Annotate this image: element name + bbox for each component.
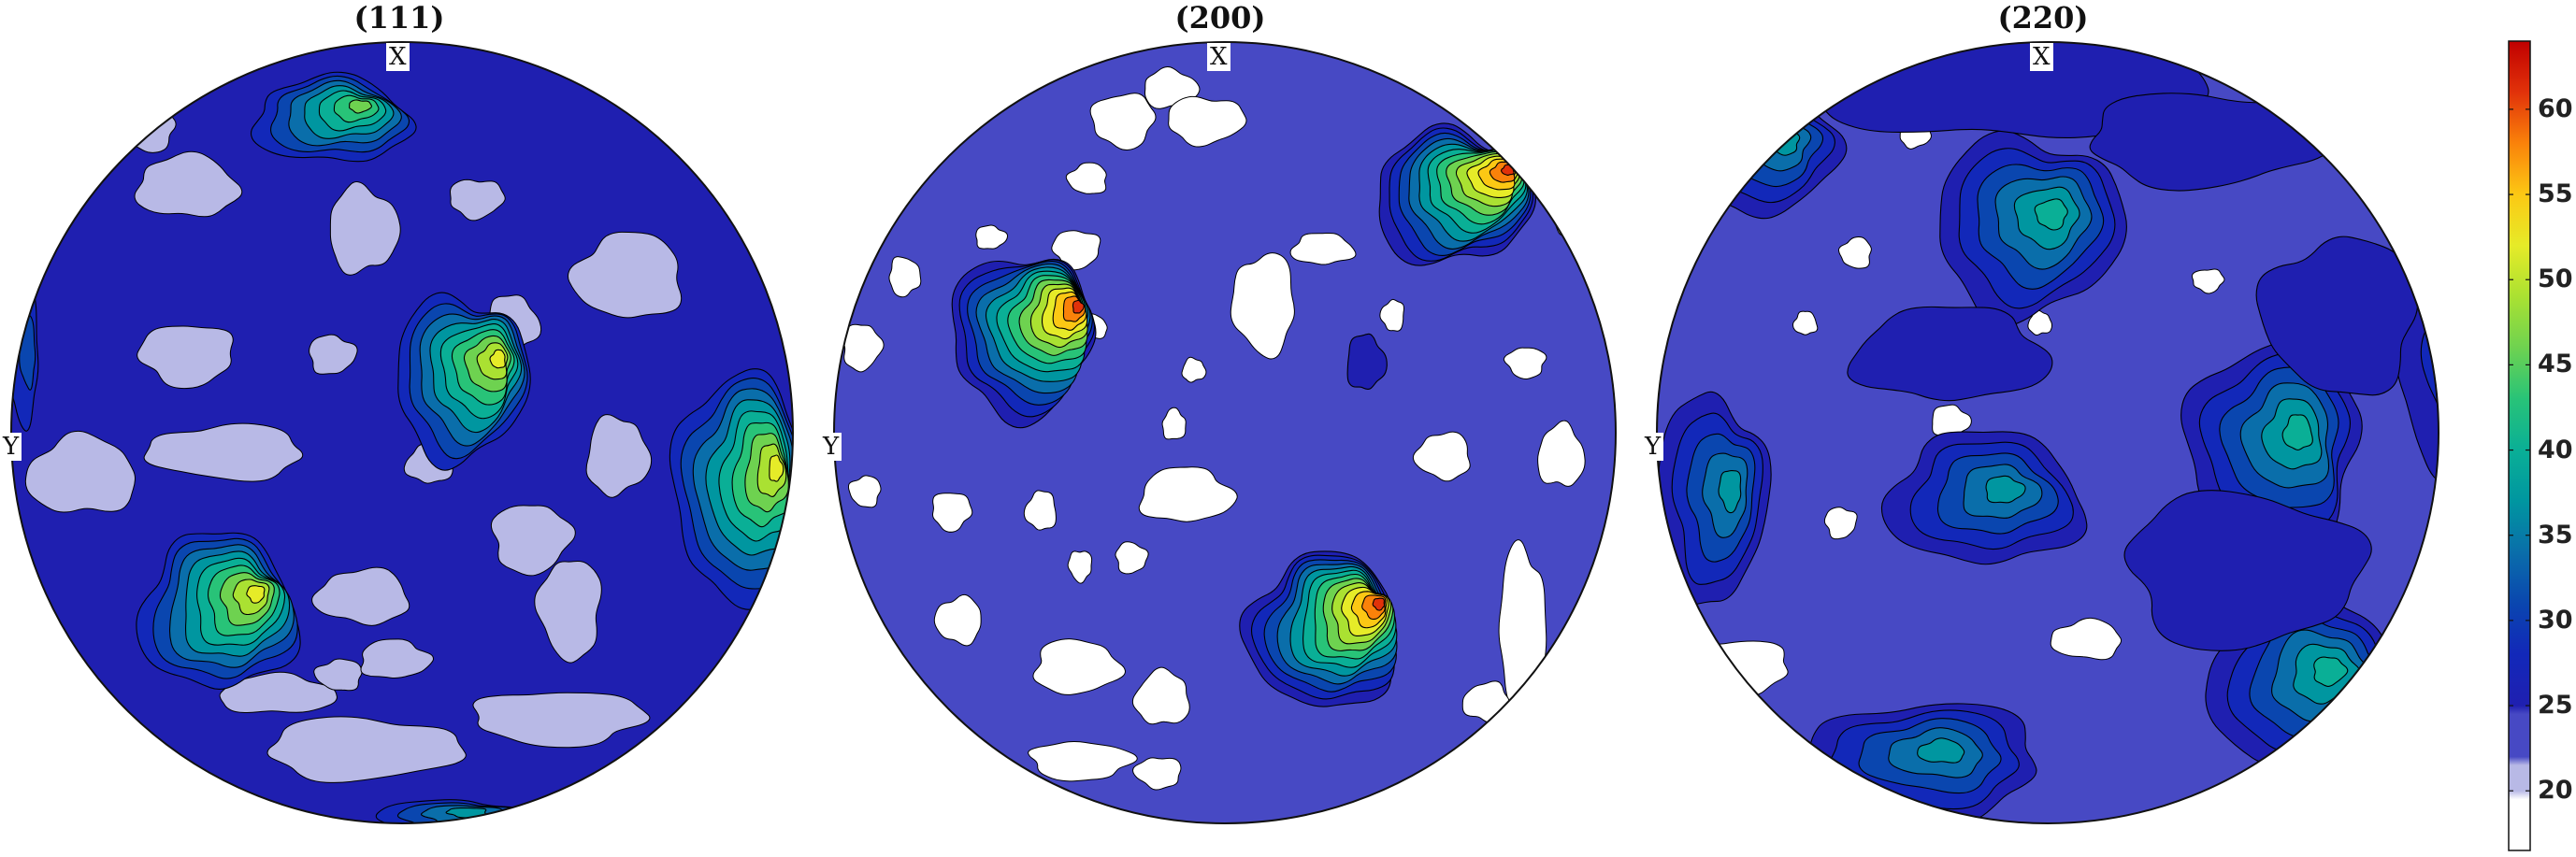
low-density-region bbox=[1089, 93, 1157, 151]
colorbar-tick-label: 45 bbox=[2538, 350, 2573, 379]
colorbar-tick-label: 60 bbox=[2538, 93, 2573, 123]
low-density-region bbox=[1131, 666, 1190, 725]
peak-contour bbox=[1985, 475, 2026, 504]
low-density-region bbox=[842, 323, 885, 373]
low-density-region bbox=[847, 475, 882, 508]
low-density-region bbox=[2191, 268, 2225, 294]
low-density-region bbox=[933, 593, 982, 647]
low-density-region bbox=[567, 231, 683, 319]
pole-figure-title-220: (220) bbox=[1997, 0, 2089, 36]
low-density-region bbox=[1838, 236, 1872, 269]
colorbar-tick-label: 55 bbox=[2538, 179, 2573, 209]
low-density-region bbox=[472, 692, 651, 749]
low-density-region bbox=[1181, 356, 1207, 383]
low-density-region bbox=[1503, 347, 1547, 379]
x-axis-label-111: X bbox=[386, 43, 410, 71]
peak-contour bbox=[2123, 490, 2372, 651]
pole-figure-title-111: (111) bbox=[353, 0, 445, 36]
low-density-region bbox=[1792, 310, 1819, 336]
low-density-region bbox=[311, 566, 410, 626]
low-density-region bbox=[24, 430, 136, 513]
low-density-region bbox=[360, 638, 435, 678]
peak-contour bbox=[1072, 299, 1085, 314]
x-axis-label-220: X bbox=[2030, 43, 2053, 71]
peak-contour bbox=[1847, 306, 2053, 402]
low-density-region bbox=[143, 422, 304, 482]
colorbar-tick-label: 50 bbox=[2538, 264, 2573, 294]
pole-figure-map bbox=[11, 42, 793, 823]
y-axis-label-200: Y bbox=[820, 433, 842, 461]
low-density-region bbox=[1289, 232, 1357, 265]
low-density-region bbox=[2050, 617, 2123, 661]
low-density-region bbox=[137, 325, 234, 390]
peak-contour bbox=[769, 454, 784, 482]
peak-contour bbox=[1718, 470, 1742, 514]
peak-contour bbox=[1372, 597, 1386, 611]
peak-contour bbox=[2313, 656, 2349, 687]
y-axis-label-220: Y bbox=[1642, 433, 1664, 461]
low-density-region bbox=[1823, 507, 1858, 540]
low-density-region bbox=[309, 334, 358, 375]
low-density-region bbox=[1537, 420, 1586, 487]
peak-contour bbox=[2034, 198, 2068, 231]
low-density-region bbox=[534, 560, 602, 664]
low-density-region bbox=[1161, 407, 1187, 440]
peak-contour bbox=[1346, 333, 1388, 390]
low-density-region bbox=[1131, 757, 1182, 791]
peak-contour bbox=[2255, 236, 2419, 396]
low-density-region bbox=[1412, 431, 1471, 482]
peak-contour bbox=[1917, 737, 1965, 764]
low-density-region bbox=[490, 505, 576, 577]
colorbar-tick-label: 35 bbox=[2538, 520, 2573, 550]
low-density-region bbox=[118, 104, 177, 153]
colorbar-tick-label: 40 bbox=[2538, 435, 2573, 464]
low-density-region bbox=[313, 658, 363, 692]
low-density-region bbox=[1168, 95, 1247, 148]
pole-figure-map bbox=[1657, 42, 2439, 823]
low-density-region bbox=[1230, 252, 1295, 360]
low-density-region bbox=[266, 716, 467, 783]
low-density-region bbox=[449, 179, 506, 221]
low-density-region bbox=[219, 671, 338, 714]
low-density-region bbox=[134, 150, 243, 218]
colorbar-tick-label: 20 bbox=[2538, 776, 2573, 806]
low-density-region bbox=[2027, 309, 2053, 336]
low-density-region bbox=[932, 493, 973, 533]
low-density-region bbox=[1138, 466, 1238, 522]
low-density-region bbox=[975, 224, 1009, 250]
low-density-region bbox=[888, 256, 922, 298]
low-density-region bbox=[1065, 162, 1107, 194]
low-density-region bbox=[1032, 638, 1126, 695]
low-density-region bbox=[1067, 550, 1093, 584]
colorbar-tick-label: 30 bbox=[2538, 605, 2573, 635]
pole-figure-map bbox=[834, 42, 1616, 823]
low-density-region bbox=[1023, 490, 1057, 531]
peak-contour bbox=[2089, 93, 2330, 192]
colorbar bbox=[2508, 40, 2531, 851]
low-density-region bbox=[1379, 298, 1405, 332]
peak-contour bbox=[2281, 414, 2313, 450]
peak-contour bbox=[489, 349, 506, 369]
peak-contour bbox=[246, 585, 266, 604]
y-axis-label-111: Y bbox=[0, 433, 22, 461]
low-density-region bbox=[1115, 541, 1149, 575]
x-axis-label-200: X bbox=[1207, 43, 1230, 71]
pole-figure-title-200: (200) bbox=[1174, 0, 1266, 36]
low-density-region bbox=[329, 181, 401, 276]
peak-contour bbox=[349, 99, 372, 114]
low-density-region bbox=[585, 414, 653, 498]
low-density-region bbox=[1028, 740, 1138, 782]
low-density-region bbox=[1051, 230, 1101, 271]
colorbar-tick-label: 25 bbox=[2538, 691, 2573, 721]
